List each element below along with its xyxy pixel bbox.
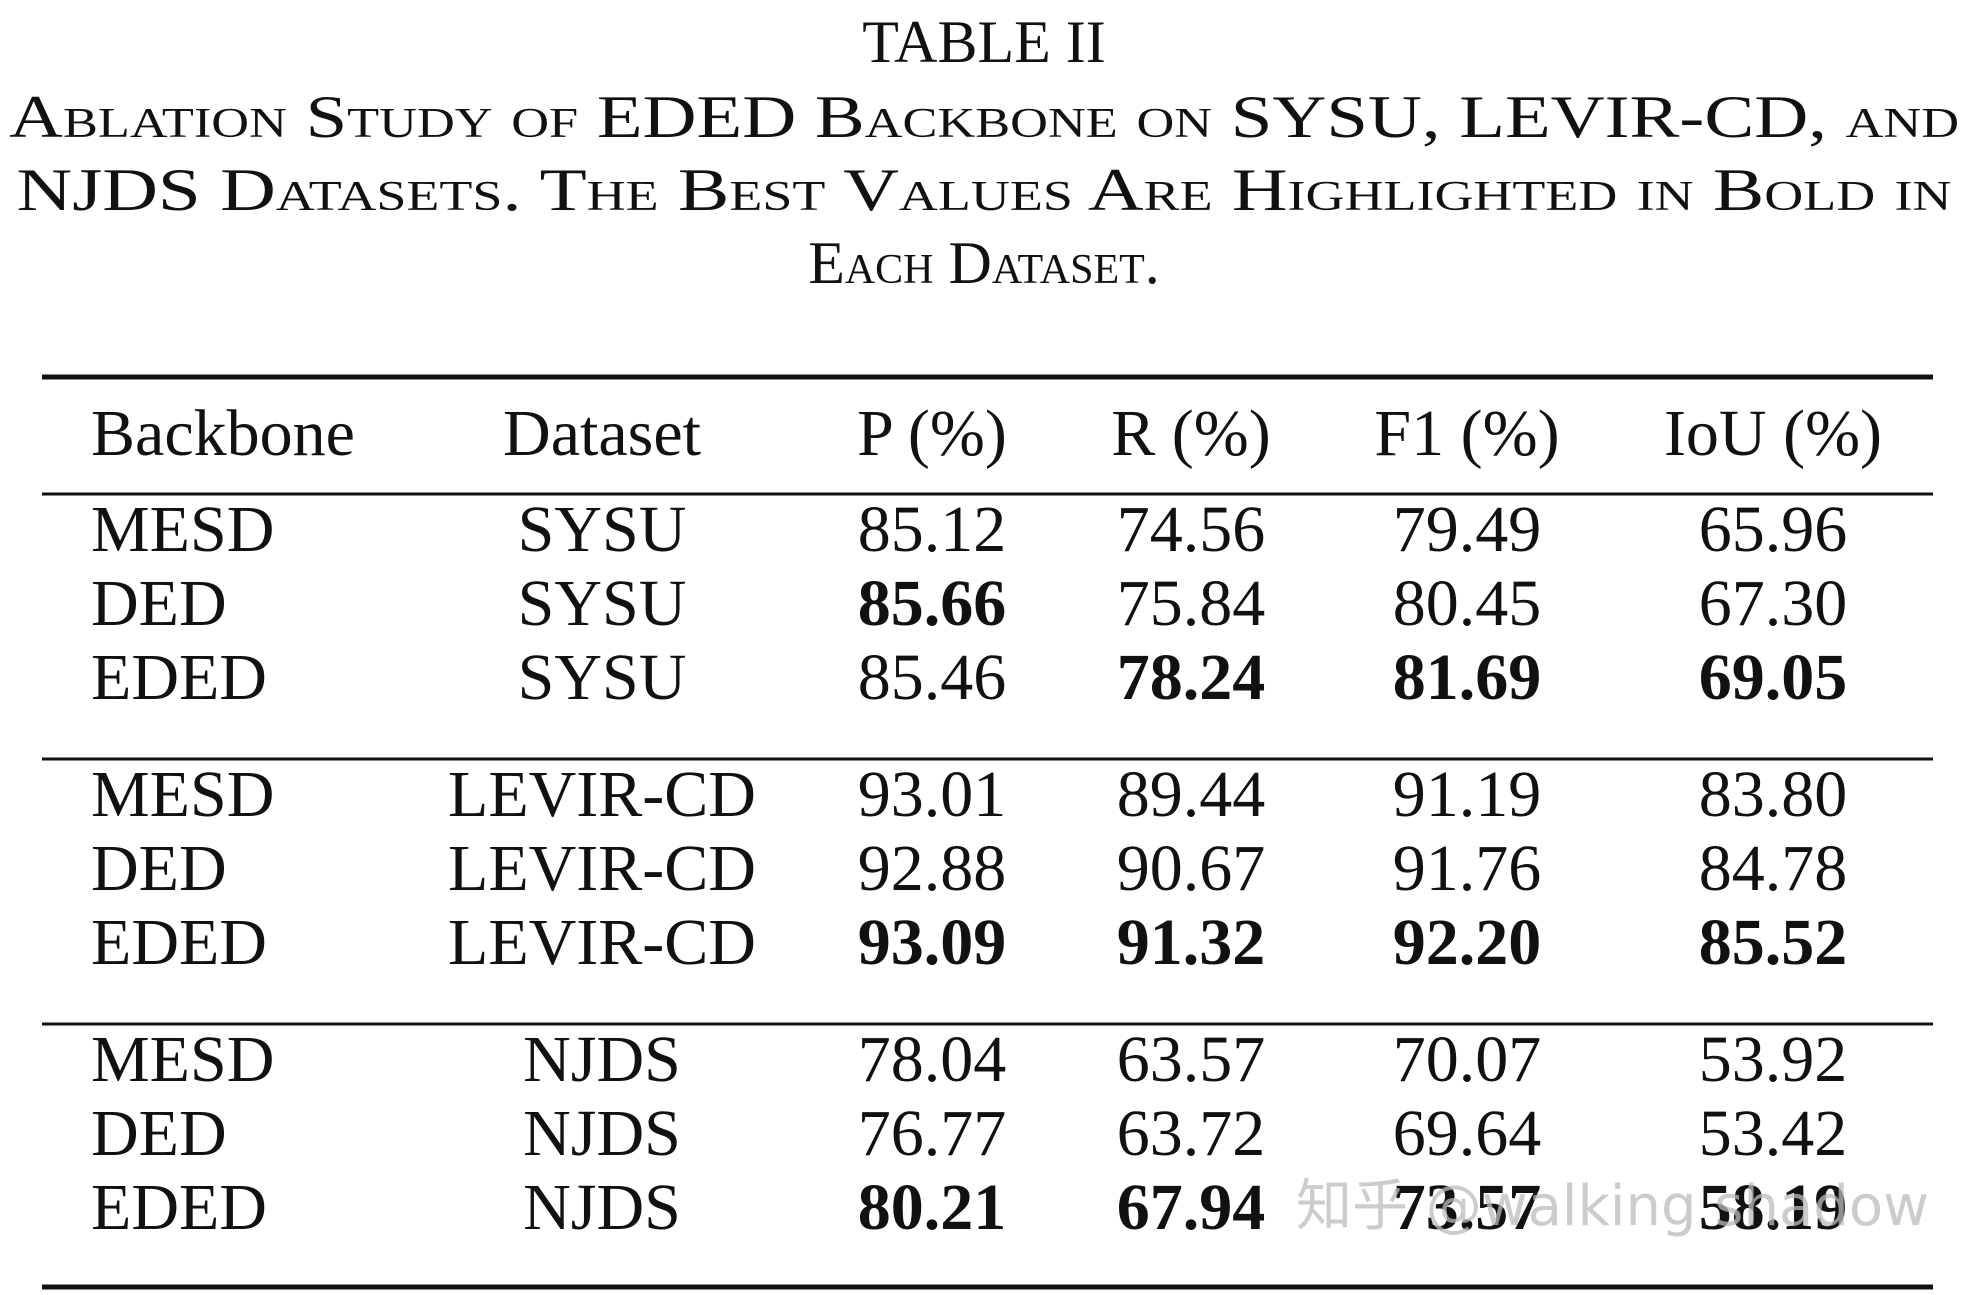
table-cell: 91.32 [1117,906,1266,979]
header-cell: P (%) [857,397,1007,470]
table-cell: 70.07 [1393,1023,1542,1096]
table-cell: DED [91,1097,227,1170]
table-cell: 83.80 [1699,758,1848,831]
table-cell: 80.21 [858,1171,1007,1244]
table-cell: 53.92 [1699,1023,1848,1096]
watermark: 知乎 @walking shadow [1296,1174,1929,1239]
table-cell: 81.69 [1393,641,1542,714]
table-cell: DED [91,567,227,640]
table-cell: 85.52 [1699,906,1848,979]
table-cell: 73.57 [1393,1171,1542,1244]
table-cell: LEVIR-CD [448,758,756,831]
table-cell: 79.49 [1393,493,1542,566]
table-cell: LEVIR-CD [448,906,756,979]
header-cell: R (%) [1111,397,1270,470]
table-cell: 53.42 [1699,1097,1848,1170]
table-cell: 78.24 [1117,641,1266,714]
table-cell: 74.56 [1117,493,1266,566]
table-cell: 75.84 [1117,567,1266,640]
table-cell: EDED [91,1171,267,1244]
table-cell: 58.19 [1699,1171,1848,1244]
table-cell: MESD [91,758,274,831]
header-cell: F1 (%) [1374,397,1559,470]
table-cell: 85.12 [858,493,1007,566]
table-cell: 80.45 [1393,567,1542,640]
table-cell: 84.78 [1699,832,1848,905]
table-cell: NJDS [523,1171,681,1244]
table-cell: 91.76 [1393,832,1542,905]
table-cell: 65.96 [1699,493,1848,566]
table-cell: NJDS [523,1097,681,1170]
table-cell: 90.67 [1117,832,1266,905]
table-cell: 85.66 [858,567,1007,640]
table-cell: 67.30 [1699,567,1848,640]
table-cell: SYSU [518,641,687,714]
table-cell: MESD [91,1023,274,1096]
header-cell: Backbone [91,397,355,470]
table-cell: LEVIR-CD [448,832,756,905]
table-cell: 93.01 [858,758,1007,831]
table-cell: 92.20 [1393,906,1542,979]
table-cell: 63.72 [1117,1097,1266,1170]
table-cell: 89.44 [1117,758,1266,831]
header-cell: Dataset [503,397,701,470]
table-cell: 85.46 [858,641,1007,714]
table-cell: DED [91,832,227,905]
table-cell: MESD [91,493,274,566]
table-cell: 92.88 [858,832,1007,905]
header-cell: IoU (%) [1664,397,1882,470]
table-cell: 63.57 [1117,1023,1266,1096]
table-rules [42,374,1933,1290]
table-cell: 69.05 [1699,641,1848,714]
table-cell: 93.09 [858,906,1007,979]
table-cell: 67.94 [1117,1171,1266,1244]
table-cell: EDED [91,906,267,979]
table-cell: 78.04 [858,1023,1007,1096]
table-cell: SYSU [518,567,687,640]
table-label: TABLE II [862,9,1105,75]
caption-line: Each Dataset. [808,230,1160,296]
table-cell: SYSU [518,493,687,566]
table-cell: 69.64 [1393,1097,1542,1170]
table-cell: NJDS [523,1023,681,1096]
table-cell: EDED [91,641,267,714]
table-cell: 76.77 [858,1097,1007,1170]
caption-line: NJDS Datasets. The Best Values Are Highl… [17,157,1952,223]
table-cell: 91.19 [1393,758,1542,831]
caption-line: Ablation Study of EDED Backbone on SYSU,… [9,84,1959,150]
